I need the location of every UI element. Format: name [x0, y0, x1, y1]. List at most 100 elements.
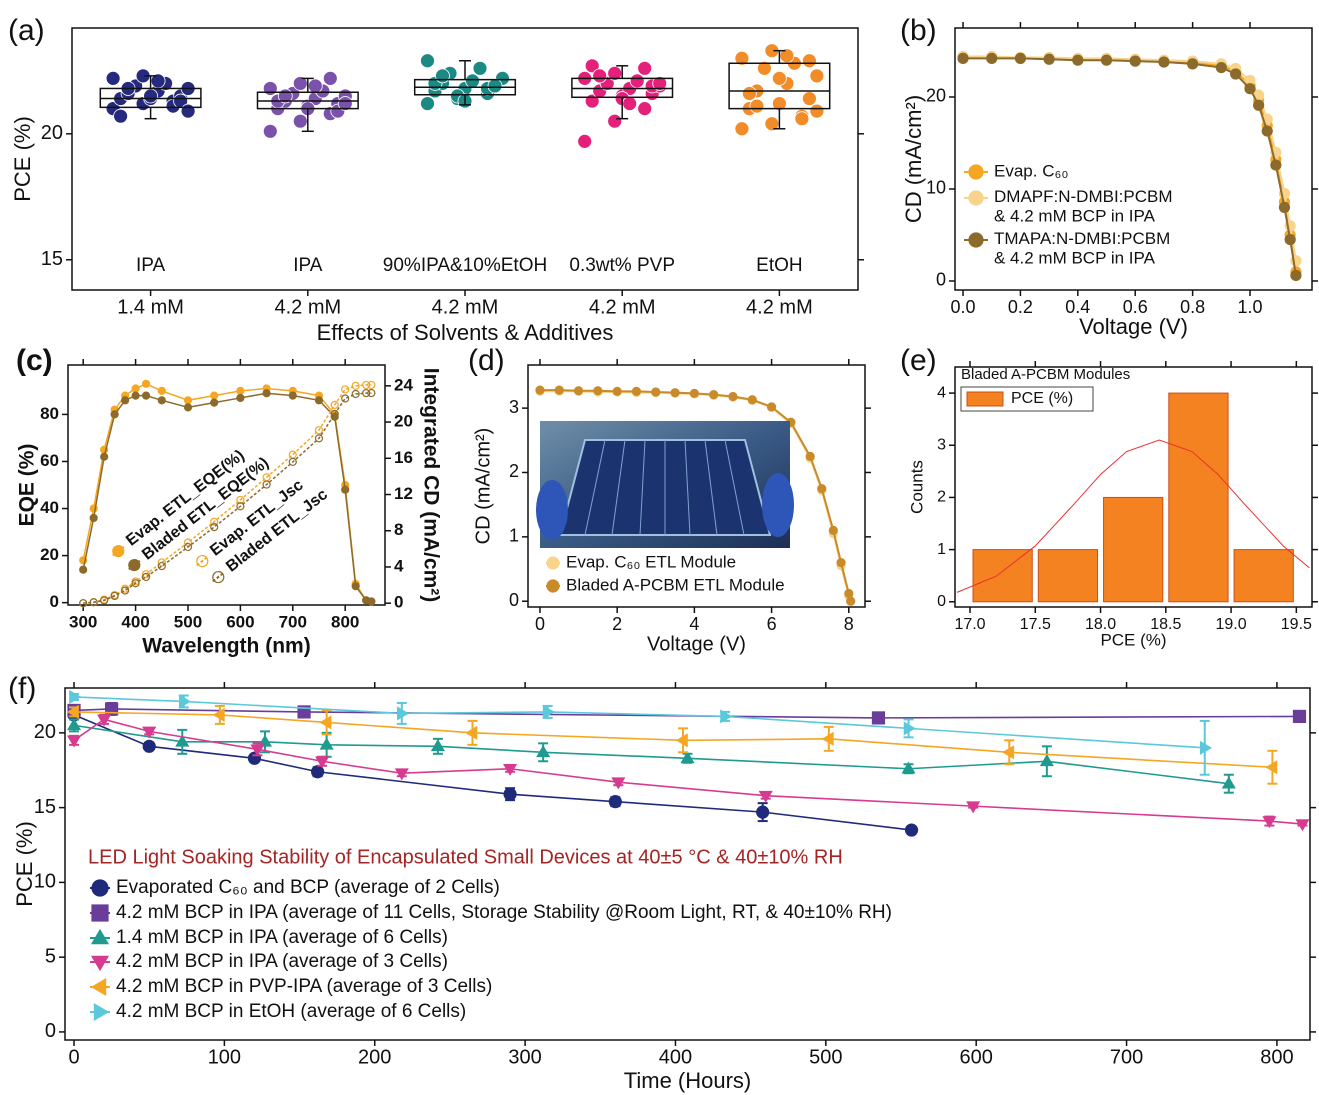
data-point [257, 734, 273, 747]
data-point [322, 70, 338, 86]
data-point [554, 385, 564, 395]
data-point [210, 523, 219, 532]
bar [1233, 549, 1294, 603]
y2-tick-label: 24 [394, 375, 413, 394]
data-point [236, 502, 245, 511]
data-point [183, 396, 193, 405]
data-point [637, 60, 653, 76]
data-point [420, 96, 435, 111]
data-point [817, 483, 827, 494]
y-tick-label: 3 [509, 397, 519, 417]
data-point [337, 96, 353, 111]
data-point [472, 60, 488, 76]
data-point [1295, 819, 1310, 832]
data-point [821, 731, 834, 746]
y2-tick-label: 8 [394, 520, 403, 539]
panel: (a) Effects of Solvents & Additives PCE (%… [8, 14, 864, 345]
data-point [1221, 776, 1236, 789]
data-point [772, 70, 787, 86]
y-tick-label: 20 [926, 86, 946, 106]
y-tick-label: 10 [34, 871, 56, 893]
data-point [1262, 816, 1277, 829]
y2-tick-label: 12 [394, 484, 413, 503]
x-axis-title: Wavelength (nm) [142, 635, 310, 658]
series-line [83, 392, 372, 604]
y-tick-label: 1 [509, 526, 519, 546]
legend-entry: TMAPA:N-DMBI:PCBM & 4.2 mM BCP in IPA [964, 229, 1170, 268]
legend-entry: Evap. C₆₀ [964, 161, 1068, 180]
y-tick-label: 80 [40, 404, 59, 423]
legend-marker [968, 232, 984, 248]
panel-label: (a) [8, 14, 45, 47]
data-point [465, 73, 480, 89]
data-point [262, 480, 271, 489]
y-tick-label: 0 [45, 1020, 56, 1042]
x-tick-label: 800 [1260, 1046, 1293, 1068]
data-point [141, 391, 151, 400]
data-point [79, 599, 88, 608]
y-tick-label: 0 [509, 590, 519, 610]
data-point [1253, 99, 1265, 111]
data-point [758, 790, 773, 803]
series-line [73, 724, 1229, 785]
x-tick-label: 6 [767, 614, 777, 634]
data-point [957, 52, 969, 64]
legend-label: Bladed A-PCBM ETL Module [566, 575, 785, 594]
data-point [141, 379, 151, 388]
data-point [121, 586, 130, 595]
legend-label: 4.2 mM BCP in PVP-IPA (average of 3 Cell… [116, 976, 492, 997]
category-note: 0.3wt% PVP [569, 255, 675, 276]
data-point [314, 434, 324, 443]
data-point [351, 381, 360, 390]
data-point [141, 572, 151, 582]
data-point [651, 387, 661, 397]
data-point [212, 707, 225, 722]
y2-tick-label: 4 [394, 556, 404, 575]
data-point [637, 101, 653, 117]
y-tick-label: 20 [40, 545, 59, 564]
plot-frame [67, 364, 386, 606]
data-point [903, 721, 916, 736]
x-tick-label: 17.0 [954, 616, 985, 633]
legend-entry: 4.2 mM BCP in PVP-IPA (average of 3 Cell… [90, 976, 492, 997]
data-point [110, 591, 119, 601]
data-point [503, 787, 517, 801]
data-point [262, 389, 271, 398]
x-tick-label: 19.0 [1216, 616, 1247, 633]
data-point [367, 388, 376, 398]
y-tick-label: 15 [41, 248, 63, 270]
y2-axis-title: Integrated CD (mA/cm²) [419, 368, 442, 603]
data-point [292, 113, 308, 129]
x-tick-label: 0 [68, 1046, 79, 1068]
legend-entry: 4.2 mM BCP in EtOH (average of 6 Cells) [90, 1001, 466, 1022]
data-point [536, 745, 551, 758]
y-tick-label: 0 [937, 593, 946, 610]
data-point [394, 768, 409, 781]
y-tick-label: 60 [40, 451, 59, 470]
x-tick-label: 0.4 [1065, 297, 1090, 317]
panel-label: (b) [900, 14, 937, 47]
data-point [210, 398, 219, 407]
legend-entry: 1.4 mM BCP in IPA (average of 6 Cells) [90, 927, 448, 948]
x-tick-label: 600 [226, 612, 254, 631]
category-note: EtOH [756, 255, 802, 276]
data-point [720, 709, 733, 724]
series-line [73, 714, 912, 831]
data-point [757, 60, 772, 76]
panel: (b) Voltage (V) CD (mA/cm²) 0 10 20 0.0 0.2 0.4 0… [900, 14, 1318, 339]
legend-entry: Evap. C₆₀ ETL Module [546, 552, 736, 571]
data-point [157, 561, 166, 571]
x-axis-title: Voltage (V) [1079, 314, 1188, 339]
category-note: 90%IPA&10%EtOH [383, 255, 547, 276]
x-tick-label: 8 [844, 614, 854, 634]
x-tick-label: 4.2 mM [589, 296, 656, 318]
panel-label: (c) [16, 344, 53, 377]
y-axis-title: CD (mA/cm²) [472, 428, 494, 545]
data-point [611, 777, 626, 790]
data-point [157, 558, 166, 567]
data-point [1290, 269, 1302, 282]
data-point [262, 123, 278, 139]
data-point [1270, 159, 1282, 171]
